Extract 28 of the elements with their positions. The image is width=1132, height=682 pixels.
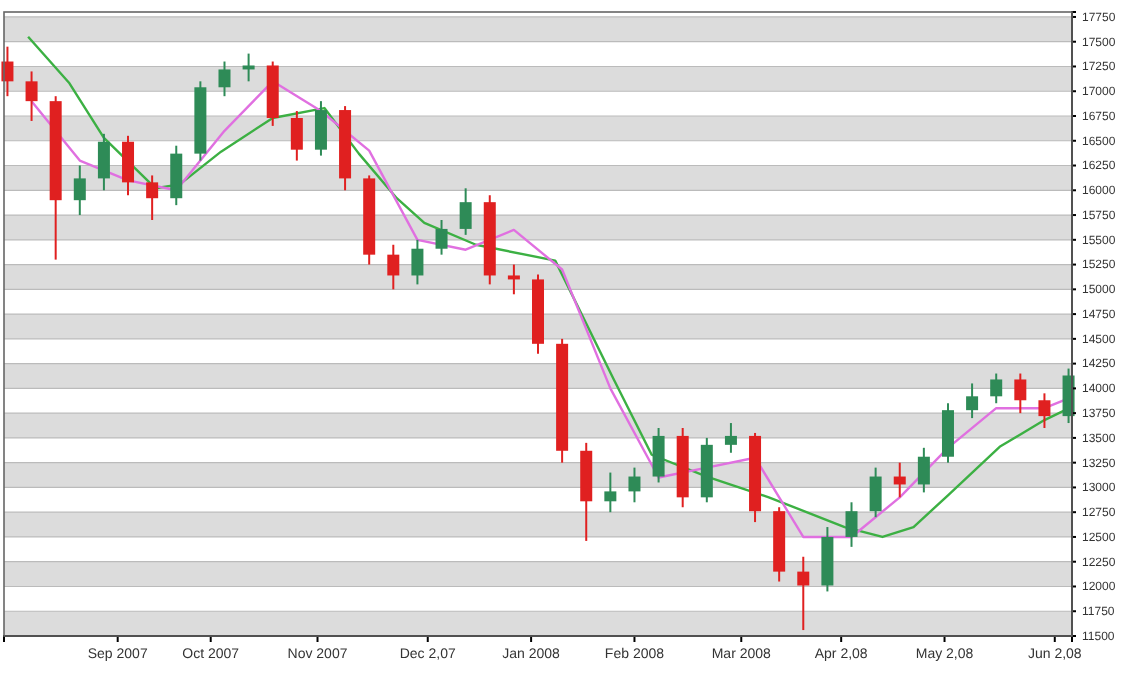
candlestick — [507, 263, 520, 296]
candlestick — [146, 174, 159, 221]
candlestick — [387, 243, 400, 291]
candlestick — [990, 372, 1003, 405]
candlestick — [411, 238, 424, 286]
candlestick — [869, 466, 882, 519]
candlestick — [73, 164, 86, 217]
candlestick — [218, 60, 231, 98]
candlestick — [845, 501, 858, 548]
candlestick — [459, 187, 472, 236]
candlestick — [122, 134, 135, 197]
candlestick — [242, 52, 255, 83]
candlestick — [170, 144, 183, 207]
candlestick — [1014, 372, 1027, 415]
candlestick — [797, 555, 810, 632]
candlestick — [941, 402, 954, 464]
candlestick — [604, 471, 617, 514]
candlestick — [628, 466, 641, 504]
candlestick — [435, 219, 448, 256]
candlestick — [290, 110, 303, 162]
candlestick — [97, 132, 110, 192]
candlestick — [1038, 392, 1051, 429]
candlestick — [652, 427, 665, 484]
candlestick — [917, 446, 930, 494]
candlestick — [314, 100, 327, 157]
candlestick — [25, 70, 38, 122]
candlestick — [724, 422, 737, 454]
candlestick — [966, 382, 979, 420]
